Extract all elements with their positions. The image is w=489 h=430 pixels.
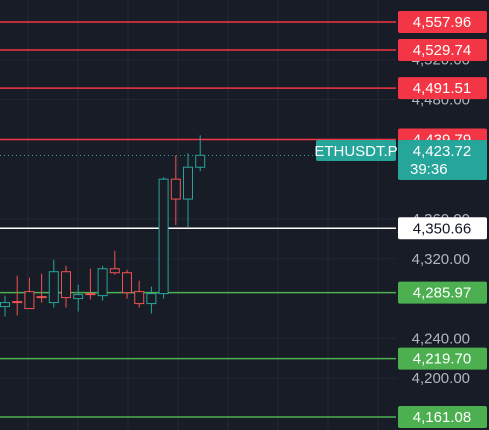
candle-body	[195, 154, 206, 168]
candle-body	[73, 294, 84, 300]
candle-body	[24, 291, 35, 310]
y-tick-label: 4,320.00	[412, 251, 470, 268]
candle-body	[134, 291, 145, 305]
symbol-name: ETHUSDT.P	[314, 143, 397, 160]
candle-body	[12, 301, 23, 304]
candle-body	[0, 302, 10, 308]
candle-body	[183, 166, 193, 200]
level-label-box	[398, 347, 487, 370]
level-label-box	[398, 281, 487, 304]
level-label-box	[398, 405, 487, 428]
last-price: 4,423.72	[413, 143, 471, 160]
grid-layer	[0, 0, 396, 430]
y-tick-label: 4,240.00	[412, 330, 470, 347]
level-label: 4,219.70	[413, 351, 471, 368]
symbol-tag-box	[316, 140, 396, 161]
level-label: 4,285.97	[413, 285, 471, 302]
level-label-box	[398, 77, 487, 100]
y-tick-label: 4,200.00	[412, 370, 470, 387]
bar-countdown: 39:36	[410, 161, 448, 178]
candle-body	[158, 178, 169, 295]
candle-body	[61, 271, 71, 299]
candle-body	[97, 268, 108, 297]
candle-body	[146, 293, 157, 305]
candles	[0, 135, 206, 317]
candle-body	[170, 178, 181, 200]
candle-body	[48, 271, 59, 304]
last-price-box	[398, 140, 487, 180]
candle-body	[122, 272, 132, 294]
candle-body	[85, 293, 96, 296]
level-label: 4,557.96	[413, 14, 471, 31]
level-label: 4,491.51	[413, 80, 471, 97]
level-label: 4,529.74	[413, 42, 471, 59]
level-label-box	[398, 217, 487, 240]
level-label: 4,161.08	[413, 409, 471, 426]
level-label-box	[398, 39, 487, 62]
candle-body	[36, 296, 47, 299]
candle-body	[109, 268, 120, 274]
level-label-box	[398, 10, 487, 33]
level-label: 4,350.66	[413, 220, 471, 237]
